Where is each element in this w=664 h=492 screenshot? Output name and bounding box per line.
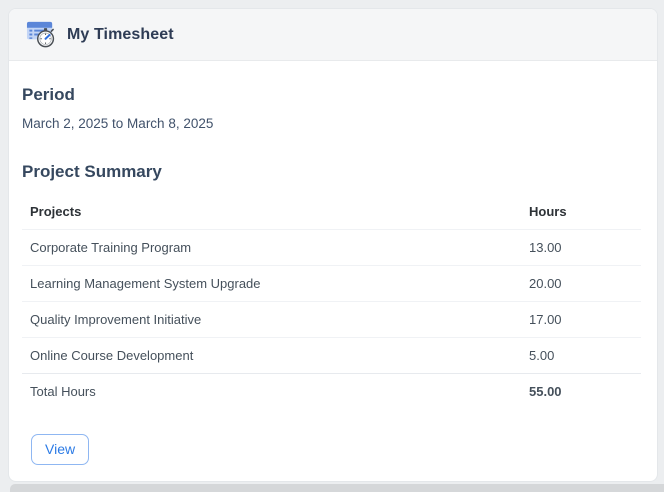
period-heading: Period xyxy=(22,85,75,104)
project-summary-table: Projects Hours Corporate Training Progra… xyxy=(22,195,641,409)
project-summary-heading: Project Summary xyxy=(22,162,162,181)
project-name: Online Course Development xyxy=(22,337,521,374)
total-label: Total Hours xyxy=(22,373,521,409)
column-header-projects: Projects xyxy=(22,195,521,230)
next-section-edge xyxy=(10,484,664,492)
column-header-hours: Hours xyxy=(521,195,641,230)
table-header-row: Projects Hours xyxy=(22,195,641,230)
project-hours: 17.00 xyxy=(521,301,641,338)
total-hours: 55.00 xyxy=(521,373,641,409)
project-name: Learning Management System Upgrade xyxy=(22,265,521,302)
card-title: My Timesheet xyxy=(67,25,174,43)
view-button[interactable]: View xyxy=(31,434,90,465)
total-row: Total Hours 55.00 xyxy=(22,373,641,409)
project-hours: 13.00 xyxy=(521,229,641,266)
card-header: My Timesheet xyxy=(9,9,657,61)
table-row: Learning Management System Upgrade 20.00 xyxy=(22,265,641,302)
period-range: March 2, 2025 to March 8, 2025 xyxy=(22,116,214,131)
timesheet-card: My Timesheet Period March 2, 2025 to Mar… xyxy=(8,8,658,482)
project-hours: 5.00 xyxy=(521,337,641,374)
timesheet-icon xyxy=(26,21,55,48)
project-name: Corporate Training Program xyxy=(22,229,521,266)
project-hours: 20.00 xyxy=(521,265,641,302)
card-body: Period March 2, 2025 to March 8, 2025 Pr… xyxy=(9,61,657,465)
table-row: Corporate Training Program 13.00 xyxy=(22,229,641,266)
project-name: Quality Improvement Initiative xyxy=(22,301,521,338)
table-row: Quality Improvement Initiative 17.00 xyxy=(22,301,641,338)
table-row: Online Course Development 5.00 xyxy=(22,337,641,374)
